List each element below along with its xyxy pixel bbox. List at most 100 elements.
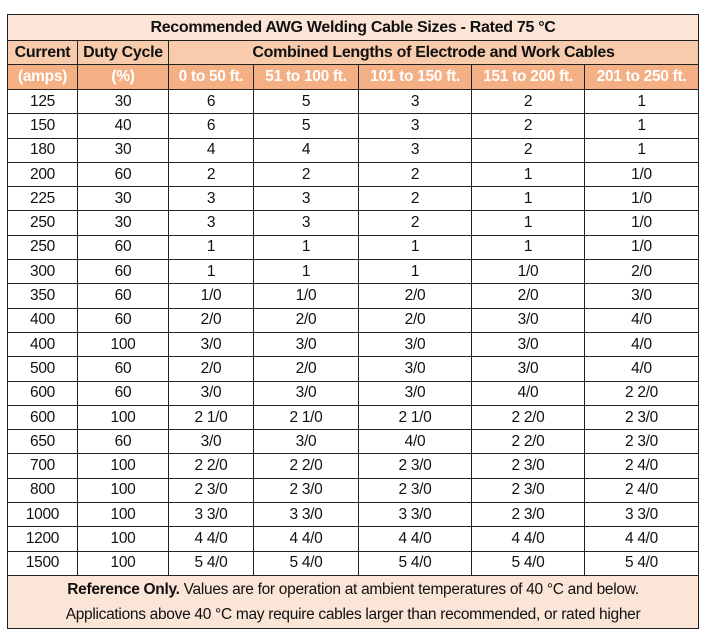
table-row: 1500 100 5 4/0 5 4/0 5 4/0 5 4/0 5 4/0 xyxy=(7,550,700,576)
cell-duty-cycle: 100 xyxy=(77,477,169,504)
cell-current: 300 xyxy=(7,259,78,285)
cell-cable-size: 1/0 xyxy=(583,234,700,261)
cell-current: 600 xyxy=(7,380,78,406)
cell-duty-cycle: 30 xyxy=(77,186,169,212)
table-row: 200 60 2 2 2 1 1/0 xyxy=(7,161,700,188)
cell-cable-size: 4 xyxy=(253,137,359,163)
table-row: 400 100 3/0 3/0 3/0 3/0 4/0 xyxy=(7,331,700,358)
cell-cable-size: 2 1/0 xyxy=(253,404,359,431)
table-row: 700 100 2 2/0 2 2/0 2 3/0 2 3/0 2 4/0 xyxy=(7,453,700,479)
table-row: 600 100 2 1/0 2 1/0 2 1/0 2 2/0 2 3/0 xyxy=(7,404,700,431)
footer-note: Reference Only. Values are for operation… xyxy=(6,574,700,629)
cell-cable-size: 6 xyxy=(168,88,254,115)
table-row: 350 60 1/0 1/0 2/0 2/0 3/0 xyxy=(7,283,700,309)
cell-cable-size: 4 4/0 xyxy=(583,526,700,552)
footer-row: Reference Only. Values are for operation… xyxy=(6,574,700,629)
cell-cable-size: 4/0 xyxy=(358,429,472,455)
cell-cable-size: 2 4/0 xyxy=(583,453,700,479)
cell-current: 200 xyxy=(7,161,78,188)
cell-cable-size: 3 xyxy=(253,186,359,212)
cell-cable-size: 2/0 xyxy=(168,356,254,382)
cell-cable-size: 3/0 xyxy=(253,331,359,358)
cell-cable-size: 2 3/0 xyxy=(168,477,254,504)
cell-cable-size: 1 xyxy=(583,113,700,139)
cell-current: 650 xyxy=(7,429,78,455)
cell-duty-cycle: 60 xyxy=(77,380,169,406)
cell-cable-size: 2 xyxy=(168,161,254,188)
cell-current: 400 xyxy=(7,331,78,358)
header-current: Current xyxy=(7,40,78,65)
cell-cable-size: 1/0 xyxy=(583,210,700,236)
table-row: 250 60 1 1 1 1 1/0 xyxy=(7,234,700,261)
cell-cable-size: 5 xyxy=(253,88,359,115)
cell-cable-size: 2 3/0 xyxy=(583,404,700,431)
cell-duty-cycle: 60 xyxy=(77,259,169,285)
cell-current: 800 xyxy=(7,477,78,504)
cell-cable-size: 6 xyxy=(168,113,254,139)
cell-cable-size: 2 xyxy=(471,137,585,163)
cell-cable-size: 1/0 xyxy=(471,259,585,285)
table-row: 250 30 3 3 2 1 1/0 xyxy=(7,210,700,236)
cell-cable-size: 2 xyxy=(358,186,472,212)
cell-cable-size: 5 4/0 xyxy=(583,550,700,576)
table-row: 600 60 3/0 3/0 3/0 4/0 2 2/0 xyxy=(7,380,700,406)
cell-cable-size: 1 xyxy=(358,259,472,285)
cell-cable-size: 2 3/0 xyxy=(471,453,585,479)
footer-bold: Reference Only. xyxy=(67,580,180,598)
cell-cable-size: 3/0 xyxy=(253,380,359,406)
cell-duty-cycle: 60 xyxy=(77,356,169,382)
cell-cable-size: 3 xyxy=(358,137,472,163)
cell-cable-size: 2 3/0 xyxy=(471,502,585,528)
header-row: Current Duty Cycle Combined Lengths of E… xyxy=(7,40,700,65)
cell-duty-cycle: 60 xyxy=(77,283,169,309)
cell-cable-size: 3 3/0 xyxy=(253,502,359,528)
cell-cable-size: 3/0 xyxy=(471,331,585,358)
cell-cable-size: 2 xyxy=(358,210,472,236)
cell-cable-size: 3/0 xyxy=(358,331,472,358)
cell-cable-size: 1 xyxy=(471,210,585,236)
cell-cable-size: 5 4/0 xyxy=(253,550,359,576)
cell-cable-size: 2 xyxy=(253,161,359,188)
table-row: 150 40 6 5 3 2 1 xyxy=(7,113,700,139)
cell-cable-size: 3 xyxy=(358,88,472,115)
cell-duty-cycle: 60 xyxy=(77,234,169,261)
cell-current: 600 xyxy=(7,404,78,431)
cell-duty-cycle: 100 xyxy=(77,502,169,528)
cell-cable-size: 5 4/0 xyxy=(358,550,472,576)
cell-cable-size: 2/0 xyxy=(583,259,700,285)
cell-cable-size: 3/0 xyxy=(583,283,700,309)
header-length-3: 151 to 200 ft. xyxy=(471,64,585,90)
cell-cable-size: 4 4/0 xyxy=(253,526,359,552)
cell-cable-size: 2/0 xyxy=(168,307,254,333)
cell-cable-size: 2 1/0 xyxy=(168,404,254,431)
table-row: 500 60 2/0 2/0 3/0 3/0 4/0 xyxy=(7,356,700,382)
table-row: 1000 100 3 3/0 3 3/0 3 3/0 2 3/0 3 3/0 xyxy=(7,502,700,528)
header-duty-cycle: Duty Cycle xyxy=(77,40,169,65)
cell-cable-size: 1/0 xyxy=(253,283,359,309)
cell-cable-size: 3/0 xyxy=(168,331,254,358)
table-title: Recommended AWG Welding Cable Sizes - Ra… xyxy=(6,14,700,41)
cell-cable-size: 2 2/0 xyxy=(471,429,585,455)
header-current-unit: (amps) xyxy=(7,64,78,90)
header-duty-unit: (%) xyxy=(77,64,169,90)
cell-cable-size: 5 xyxy=(253,113,359,139)
cell-cable-size: 3/0 xyxy=(471,307,585,333)
cell-cable-size: 4 xyxy=(168,137,254,163)
header-lengths-group: Combined Lengths of Electrode and Work C… xyxy=(167,40,700,65)
cell-cable-size: 1 xyxy=(471,234,585,261)
cell-duty-cycle: 60 xyxy=(77,307,169,333)
table-body: 125 30 6 5 3 2 1 150 40 6 5 3 2 1 180 30 4 4 3 2 1 200 60 2 2 2 1 1… xyxy=(7,88,700,576)
table-row: 125 30 6 5 3 2 1 xyxy=(7,88,700,115)
cell-cable-size: 1 xyxy=(168,234,254,261)
cell-cable-size: 3/0 xyxy=(471,356,585,382)
cell-cable-size: 2/0 xyxy=(471,283,585,309)
cell-current: 150 xyxy=(7,113,78,139)
cell-cable-size: 3 3/0 xyxy=(583,502,700,528)
cell-cable-size: 1 xyxy=(583,137,700,163)
cell-cable-size: 2/0 xyxy=(253,307,359,333)
cell-duty-cycle: 30 xyxy=(77,88,169,115)
cell-cable-size: 1/0 xyxy=(583,161,700,188)
cell-cable-size: 1 xyxy=(583,88,700,115)
table-row: 1200 100 4 4/0 4 4/0 4 4/0 4 4/0 4 4/0 xyxy=(7,526,700,552)
cell-cable-size: 2 xyxy=(471,113,585,139)
